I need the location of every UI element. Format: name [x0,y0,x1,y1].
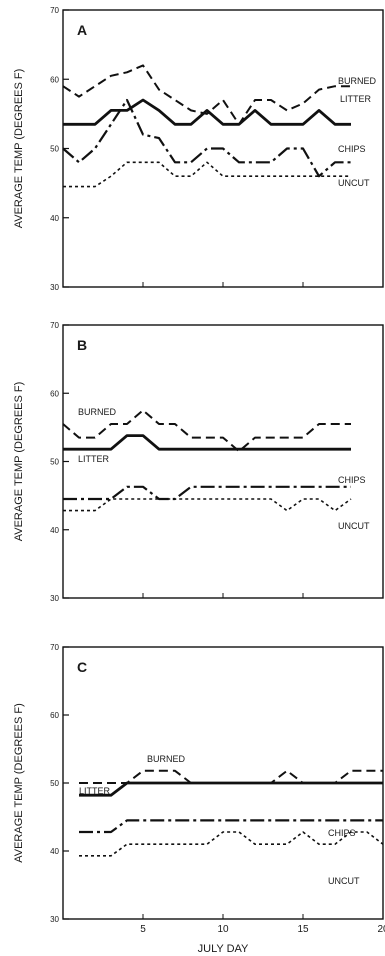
series-label-burned: BURNED [338,76,377,86]
panel-label: B [77,337,87,353]
x-tick-label: 15 [297,924,309,935]
y-tick-label: 40 [50,214,59,223]
y-tick-label: 70 [50,643,59,652]
y-axis-label: AVERAGE TEMP (DEGREES F) [13,69,25,229]
y-tick-label: 30 [50,594,59,603]
y-tick-label: 40 [50,526,59,535]
series-label-uncut: UNCUT [328,876,360,886]
y-tick-label: 50 [50,779,59,788]
plot-frame-b [62,324,384,599]
panel-label: A [77,22,87,38]
y-tick-label: 50 [50,145,59,154]
y-tick-label: 70 [50,6,59,15]
x-tick-label: 20 [377,924,385,935]
x-tick-label: 5 [140,924,146,935]
x-tick-label: 10 [217,924,229,935]
y-tick-label: 50 [50,458,59,467]
y-tick-label: 40 [50,847,59,856]
y-axis-label: AVERAGE TEMP (DEGREES F) [13,382,25,542]
y-tick-label: 70 [50,321,59,330]
series-label-uncut: UNCUT [338,178,370,188]
series-label-uncut: UNCUT [338,521,370,531]
series-label-litter: LITTER [340,94,372,104]
series-line-uncut [63,498,352,512]
series-line-uncut [79,831,384,857]
series-label-chips: CHIPS [338,475,366,485]
series-label-burned: BURNED [78,407,117,417]
y-tick-label: 60 [50,711,59,720]
series-label-chips: CHIPS [328,828,356,838]
series-line-chips [63,485,351,501]
series-line-chips [79,819,383,834]
panel-label: C [77,659,87,675]
x-axis-label: JULY DAY [198,943,249,955]
series-line-litter [63,434,351,451]
series-line-burned [62,64,351,126]
series-line-litter [63,98,351,126]
series-label-chips: CHIPS [338,144,366,154]
y-tick-label: 60 [50,389,59,398]
series-line-litter [79,781,383,797]
series-label-litter: LITTER [79,786,111,796]
series-line-burned [62,409,351,453]
series-label-litter: LITTER [78,454,110,464]
y-tick-label: 30 [50,283,59,292]
series-line-burned [79,769,383,784]
series-label-burned: BURNED [147,754,186,764]
y-axis-label: AVERAGE TEMP (DEGREES F) [13,703,25,863]
series-line-chips [62,98,351,178]
y-tick-label: 60 [50,75,59,84]
y-tick-label: 30 [50,915,59,924]
series-line-uncut [63,161,351,188]
